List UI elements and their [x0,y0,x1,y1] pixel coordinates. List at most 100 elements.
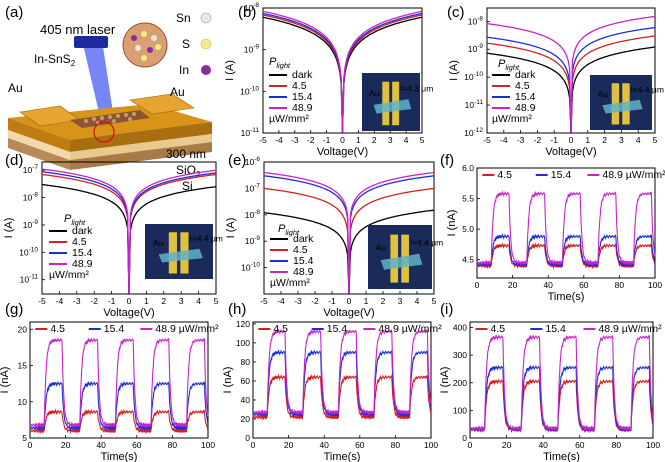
x-tick-label: 20 [508,280,518,290]
legend-item-15.4: 15.4 [545,323,566,335]
x-tick-label: 1 [364,296,369,306]
x-axis-label: Time(s) [324,451,361,462]
plot-frame [476,167,656,279]
micrograph-background [368,225,432,289]
layer-left-face [8,118,70,152]
x-tick-label: 1 [356,135,361,145]
chart-panel-b: (b) -5 -4 -3 -2 -1 0 1 2 3 4 5 10-11 10-10 10-9 10-8 Vol… [224,2,433,158]
legend-item-48.9: 48.9 µW/mm² [598,323,662,335]
it-curve-48.9 [469,333,654,432]
iv-curve-48.9 [262,10,423,133]
y-tick-label: 6.0 [462,163,474,173]
electrode-right-label: Au [170,85,185,99]
legend-item-15.4: 15.4 [515,91,536,103]
y-tick-label: 10-11 [241,127,260,138]
electrode-right [129,93,195,115]
x-tick-label: -1 [323,135,331,145]
micrograph-au-label: Au [153,238,164,248]
x-tick-label: -5 [38,296,46,306]
it-curve-15.4 [476,232,656,269]
x-tick-label: -4 [277,296,285,306]
x-tick-label: -3 [73,296,81,306]
x-tick-label: 20 [61,440,71,450]
atom-legend-s-dot [200,38,212,50]
micrograph-inset: Au l=4.4 μm [145,224,223,279]
y-tick-label: 10 [18,397,28,407]
it-curve-15.4 [29,380,209,432]
legend-item-4.5: 4.5 [490,323,505,335]
y-tick-label: 10-10 [241,262,260,273]
legend-item-48.9: 48.9 µW/mm² [602,169,665,181]
legend-item-48.9: 48.9 [515,102,536,114]
legend-title: Plight [278,223,300,237]
atom-legend-s: S [182,37,190,51]
x-tick-label: 80 [612,440,622,450]
x-tick-label: -5 [259,135,267,145]
legend-item-4.5: 4.5 [293,244,308,256]
x-tick-label: 5 [214,296,219,306]
micrograph-inset: Au l=4.3 μm [362,73,433,131]
chart-panel-f: (f) 0 20 40 60 80 100 4.5 5.0 5.5 6.0 Time(s) I (nA)… [440,152,665,303]
atom-legend-in-dot [201,65,211,75]
legend-item-dark: dark [515,69,536,81]
legend-item-48.9: 48.9 µW/mm² [378,323,442,335]
x-tick-label: 100 [201,440,215,450]
it-curve-4.5 [29,408,209,435]
x-tick-label: 20 [502,440,512,450]
x-tick-label: 0 [127,296,132,306]
y-tick-label: 10-8 [244,2,260,13]
x-tick-label: -2 [311,296,319,306]
legend-title: Plight [269,56,291,70]
x-tick-label: -3 [517,135,525,145]
y-axis-label: I (A) [3,218,15,239]
y-tick-label: 15 [18,361,28,371]
y-tick-label: 10-8 [23,192,39,203]
legend-item-4.5: 4.5 [273,323,288,335]
legend-item-4.5: 4.5 [515,80,530,92]
legend-unit: µW/mm² [270,277,310,289]
x-tick-label: 100 [646,440,660,450]
chart-panel-g: (g) 0 20 40 60 80 100 5 10 15 20 Time(s) I (nA) 4.5 15… [0,301,219,462]
y-tick-label: 10-9 [244,44,260,55]
legend-item-15.4: 15.4 [292,91,313,103]
legend-unit: µW/mm² [269,113,309,125]
x-tick-label: 3 [388,135,393,145]
x-axis-label: Time(s) [543,451,580,462]
y-axis-label: I (A) [224,60,236,81]
legend-item-15.4: 15.4 [327,323,348,335]
atom-legend: Sn S In [176,11,212,77]
thickness-label: 300 nm [166,147,206,161]
micrograph-au-label: Au [597,89,608,99]
legend-item-4.5: 4.5 [50,323,65,335]
y-tick-label: 100 [236,338,250,348]
legend: 4.5 15.4 48.9 µW/mm² [475,323,662,335]
legend: 4.5 15.4 48.9 µW/mm² [482,169,665,181]
y-tick-label: 20 [18,324,28,334]
x-tick-label: 2 [372,135,377,145]
crystal-atoms [131,31,161,61]
x-tick-label: -3 [294,296,302,306]
x-tick-label: 2 [161,296,166,306]
y-axis-label: I (A) [448,60,460,81]
x-axis-label: Voltage(V) [317,146,368,158]
sio2-front [70,134,212,160]
x-tick-label: 60 [575,440,585,450]
si-front [70,142,212,170]
chart-panel-d: (d) -5 -4 -3 -2 -1 0 1 2 3 4 5 10-11 10-10 10-9 10-8 10-… [3,152,223,319]
it-curve-48.9 [29,337,209,429]
x-tick-label: -2 [307,135,315,145]
micrograph-au-label: Au [376,243,387,253]
y-tick-label: 4.5 [462,255,474,265]
y-tick-label: 10-12 [464,127,483,138]
micrograph-scale-label: l=4.3 μm [400,84,433,94]
micrograph-flake [158,248,203,263]
x-tick-label: 80 [168,440,178,450]
micrograph-flake [602,99,643,114]
x-tick-label: 20 [284,440,294,450]
y-tick-label: 60 [241,376,251,386]
legend-item-48.9: 48.9 [292,102,313,114]
legend-item-dark: dark [72,225,93,237]
panel-label-i: (i) [440,301,453,318]
